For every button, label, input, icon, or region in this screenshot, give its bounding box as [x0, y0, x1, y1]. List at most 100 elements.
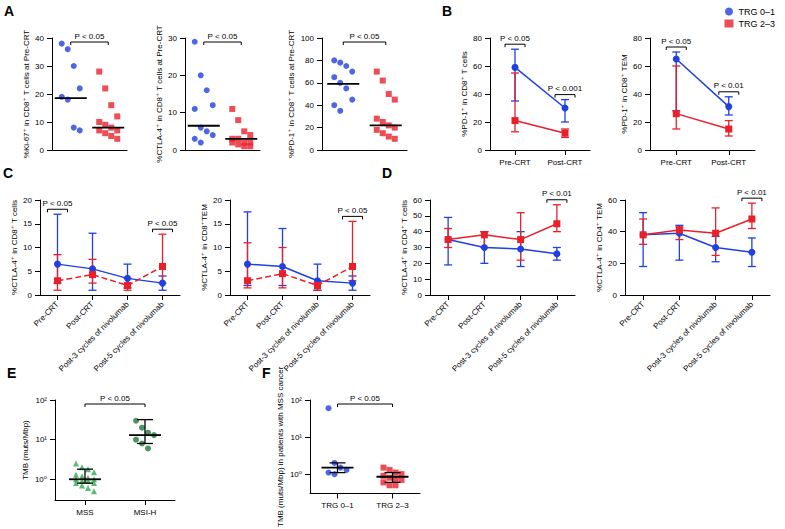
svg-text:10: 10	[35, 118, 44, 127]
svg-text:0: 0	[418, 291, 423, 300]
svg-text:10: 10	[23, 243, 32, 252]
svg-text:Post-CRT: Post-CRT	[711, 158, 746, 167]
svg-text:60: 60	[608, 196, 617, 205]
svg-text:%CTLA-4⁺ in CD8⁺TEM: %CTLA-4⁺ in CD8⁺TEM	[200, 204, 209, 291]
svg-text:0: 0	[638, 146, 643, 155]
svg-text:10⁰: 10⁰	[290, 470, 302, 479]
svg-text:Post-3 cycles of nivolumab: Post-3 cycles of nivolumab	[57, 299, 131, 373]
svg-text:40: 40	[305, 101, 314, 110]
svg-text:60: 60	[633, 62, 642, 71]
svg-text:20: 20	[305, 123, 314, 132]
svg-text:P < 0.05: P < 0.05	[350, 32, 380, 41]
svg-text:100: 100	[301, 34, 315, 43]
svg-text:40: 40	[633, 90, 642, 99]
svg-text:0: 0	[478, 146, 483, 155]
svg-text:%CTLA-4⁺ in CD4⁺ TEM: %CTLA-4⁺ in CD4⁺ TEM	[595, 203, 604, 292]
svg-text:40: 40	[413, 227, 422, 236]
svg-text:%Ki-67⁺ in CD8⁺ T cells at Pre: %Ki-67⁺ in CD8⁺ T cells at Pre-CRT	[22, 30, 31, 159]
svg-text:P < 0.05: P < 0.05	[148, 219, 178, 228]
svg-text:50: 50	[413, 211, 422, 220]
svg-text:%PD-1⁺ in CD8⁺ T cells at Pre-: %PD-1⁺ in CD8⁺ T cells at Pre-CRT	[287, 30, 296, 158]
svg-text:Post-CRT: Post-CRT	[652, 300, 683, 331]
svg-text:A: A	[4, 3, 14, 19]
svg-text:B: B	[442, 3, 452, 19]
svg-text:MSS: MSS	[76, 508, 93, 517]
svg-text:P < 0.05: P < 0.05	[43, 199, 73, 208]
svg-text:30: 30	[413, 243, 422, 252]
svg-text:Post-CRT: Post-CRT	[65, 300, 96, 331]
svg-text:5: 5	[218, 267, 223, 276]
svg-text:20: 20	[473, 118, 482, 127]
svg-text:20: 20	[413, 259, 422, 268]
svg-text:Post-CRT: Post-CRT	[255, 300, 286, 331]
svg-text:TRG 0–1: TRG 0–1	[321, 501, 354, 510]
svg-text:40: 40	[35, 34, 44, 43]
svg-text:P < 0.05: P < 0.05	[338, 206, 368, 215]
svg-text:TRG 2–3: TRG 2–3	[738, 19, 775, 29]
svg-text:Post-CRT: Post-CRT	[548, 158, 583, 167]
svg-text:Post-CRT: Post-CRT	[457, 300, 488, 331]
svg-text:P < 0.05: P < 0.05	[500, 34, 530, 43]
svg-text:15: 15	[23, 219, 32, 228]
svg-text:Pre-CRT: Pre-CRT	[222, 300, 251, 329]
svg-text:30: 30	[168, 34, 177, 43]
svg-text:P < 0.05: P < 0.05	[100, 394, 130, 403]
svg-text:F: F	[262, 365, 271, 381]
svg-text:Pre-CRT: Pre-CRT	[618, 300, 647, 329]
svg-text:15: 15	[213, 219, 222, 228]
svg-text:0: 0	[218, 291, 223, 300]
svg-text:20: 20	[168, 71, 177, 80]
svg-text:5: 5	[28, 267, 33, 276]
svg-text:20: 20	[35, 90, 44, 99]
svg-text:60: 60	[305, 78, 314, 87]
svg-text:P < 0.05: P < 0.05	[208, 32, 238, 41]
svg-text:Post-5 cycles of nivolumab: Post-5 cycles of nivolumab	[487, 299, 561, 373]
svg-text:30: 30	[35, 62, 44, 71]
svg-text:E: E	[7, 365, 16, 381]
svg-text:40: 40	[473, 90, 482, 99]
svg-text:Post-3 cycles of nivolumab: Post-3 cycles of nivolumab	[645, 299, 719, 373]
svg-text:Post-3 cycles of nivolumab: Post-3 cycles of nivolumab	[450, 299, 524, 373]
svg-text:%PD-1⁺ in CD8⁺ TEM: %PD-1⁺ in CD8⁺ TEM	[620, 54, 629, 134]
svg-text:0: 0	[310, 146, 315, 155]
svg-text:P < 0.05: P < 0.05	[75, 32, 105, 41]
svg-text:C: C	[3, 165, 13, 181]
svg-text:P < 0.01: P < 0.01	[737, 188, 767, 197]
svg-text:80: 80	[473, 34, 482, 43]
svg-text:Post-5 cycles of nivolumab: Post-5 cycles of nivolumab	[282, 299, 356, 373]
svg-text:10: 10	[413, 275, 422, 284]
svg-text:10: 10	[168, 108, 177, 117]
svg-text:%CTLA-4⁺ in CD8⁺ T cells: %CTLA-4⁺ in CD8⁺ T cells	[10, 200, 19, 295]
svg-text:P < 0.001: P < 0.001	[548, 84, 583, 93]
svg-text:%CTLA-4⁺ in CD4⁺ T cells: %CTLA-4⁺ in CD4⁺ T cells	[400, 200, 409, 295]
svg-text:Pre-CRT: Pre-CRT	[661, 158, 693, 167]
svg-text:0: 0	[40, 146, 45, 155]
svg-text:10¹: 10¹	[290, 433, 302, 442]
svg-text:Pre-CRT: Pre-CRT	[32, 300, 61, 329]
svg-text:0: 0	[613, 291, 618, 300]
svg-text:TMB (muts/Mbp) in patients wit: TMB (muts/Mbp) in patients with MSS canc…	[276, 366, 285, 527]
svg-text:0: 0	[28, 291, 33, 300]
svg-text:10⁰: 10⁰	[35, 475, 47, 484]
svg-text:60: 60	[473, 62, 482, 71]
svg-text:Post-3 cycles of nivolumab: Post-3 cycles of nivolumab	[247, 299, 321, 373]
svg-text:%CTLA-4⁺ in CD8⁺ T cells at Pr: %CTLA-4⁺ in CD8⁺ T cells at Pre-CRT	[155, 25, 164, 162]
svg-text:P < 0.01: P < 0.01	[714, 81, 744, 90]
svg-text:80: 80	[305, 56, 314, 65]
svg-text:Pre-CRT: Pre-CRT	[499, 158, 531, 167]
svg-text:10²: 10²	[35, 396, 47, 405]
svg-text:20: 20	[633, 118, 642, 127]
svg-text:60: 60	[413, 196, 422, 205]
svg-text:80: 80	[633, 34, 642, 43]
svg-text:Post-5 cycles of nivolumab: Post-5 cycles of nivolumab	[682, 299, 756, 373]
svg-text:%PD-1⁺ in CD8⁺ T cells: %PD-1⁺ in CD8⁺ T cells	[460, 51, 469, 137]
svg-text:P < 0.05: P < 0.05	[350, 394, 380, 403]
svg-text:P < 0.01: P < 0.01	[542, 189, 572, 198]
svg-text:TMB (muts/Mbp): TMB (muts/Mbp)	[21, 420, 30, 480]
svg-text:P < 0.05: P < 0.05	[661, 37, 691, 46]
svg-text:20: 20	[213, 196, 222, 205]
svg-text:10²: 10²	[290, 396, 302, 405]
svg-text:TRG 2–3: TRG 2–3	[376, 501, 409, 510]
svg-text:10¹: 10¹	[35, 435, 47, 444]
svg-text:MSI-H: MSI-H	[134, 508, 157, 517]
